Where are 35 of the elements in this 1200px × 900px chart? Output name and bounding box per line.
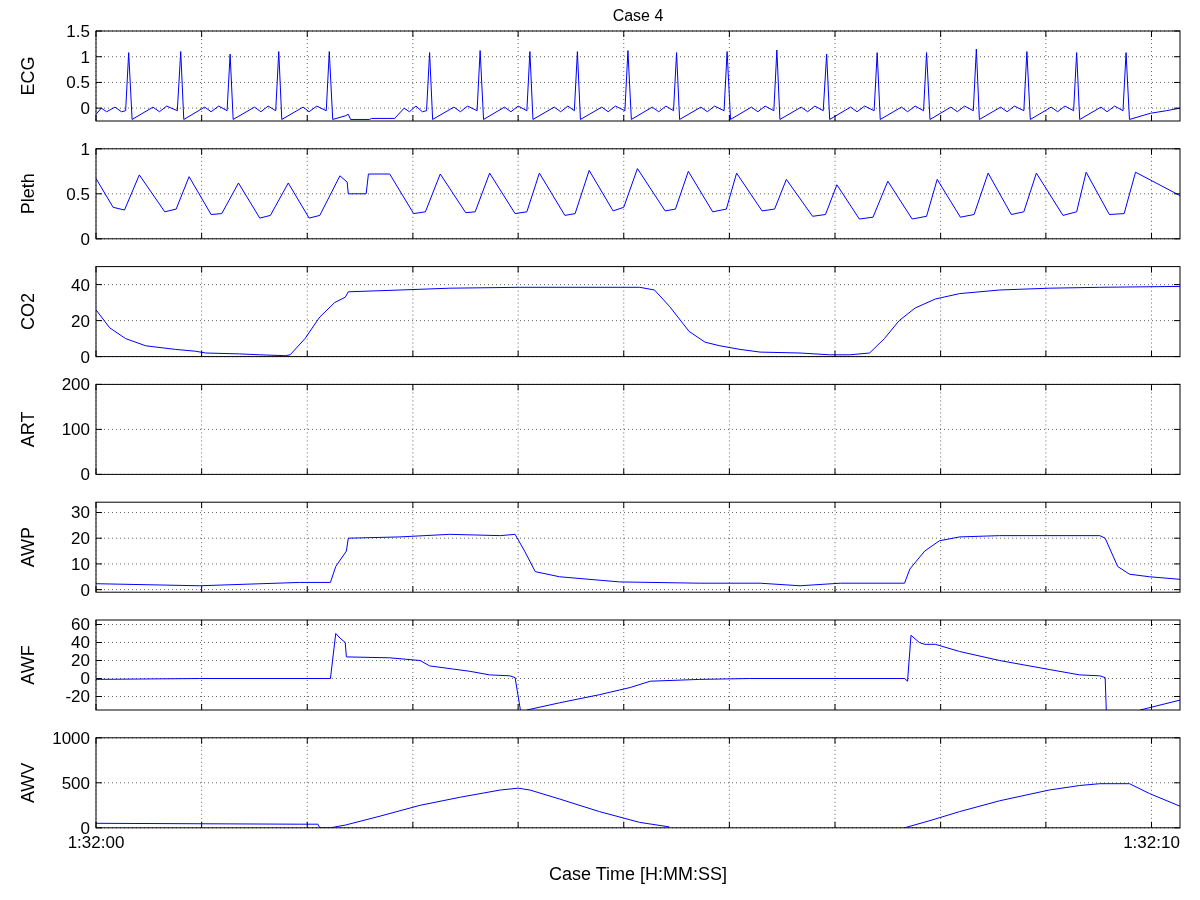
chart-title: Case 4 [612, 7, 664, 24]
y-tick-label: 1 [80, 139, 90, 159]
y-tick-label: 0.5 [66, 184, 90, 204]
y-axis-title: Pleth [18, 173, 38, 215]
y-tick-label: 30 [71, 503, 90, 523]
y-tick-label: 10 [71, 554, 90, 574]
y-tick-label: 20 [71, 311, 90, 331]
y-tick-label: 0 [80, 669, 90, 689]
y-tick-label: 0 [80, 580, 90, 600]
y-tick-label: 20 [71, 651, 90, 671]
y-tick-label: 1000 [52, 728, 90, 748]
y-tick-label: 60 [71, 615, 90, 635]
y-axis-title: ECG [18, 56, 38, 96]
y-tick-label: 0 [80, 347, 90, 367]
line-series [96, 168, 1180, 220]
y-tick-label: 40 [71, 275, 90, 295]
y-axis-title: ART [18, 411, 38, 448]
y-tick-label: 200 [61, 375, 90, 395]
y-axis-title: CO2 [18, 293, 38, 331]
y-tick-label: 20 [71, 529, 90, 549]
y-tick-label: 0 [80, 229, 90, 249]
y-tick-label: 0.5 [66, 73, 90, 93]
x-tick-label: 1:32:10 [1123, 832, 1180, 852]
y-tick-label: 500 [61, 773, 90, 793]
x-axis-title: Case Time [H:MM:SS] [548, 863, 728, 884]
y-tick-label: 0 [80, 99, 90, 119]
y-tick-label: 1 [80, 47, 90, 67]
y-axis-title: AWV [18, 762, 38, 803]
y-tick-label: 100 [61, 420, 90, 440]
y-tick-label: 0 [80, 465, 90, 485]
y-tick-label: -20 [65, 687, 90, 707]
y-tick-label: 40 [71, 633, 90, 653]
y-axis-title: AWF [18, 645, 38, 685]
y-axis-title: AWP [18, 527, 38, 568]
y-tick-label: 1.5 [66, 21, 90, 41]
